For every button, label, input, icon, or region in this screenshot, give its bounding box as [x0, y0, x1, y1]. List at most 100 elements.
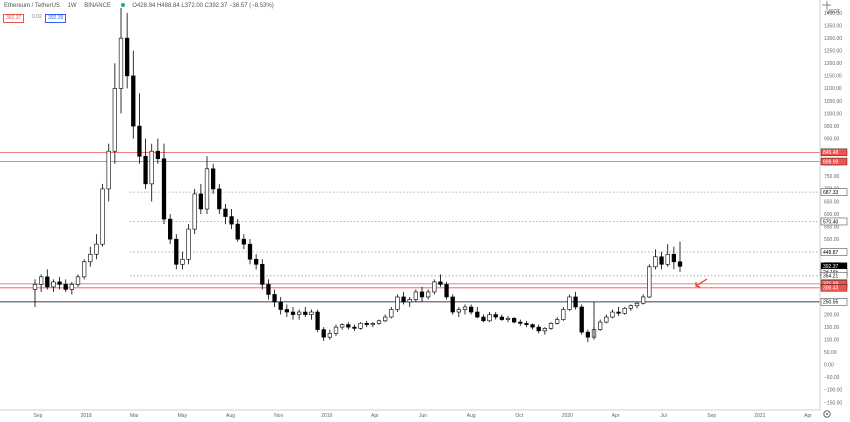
candle-body-74: [487, 314, 492, 322]
candle-body-27: [198, 193, 203, 210]
candle-body-52: [352, 326, 357, 329]
candle-body-30: [217, 188, 222, 210]
candle-body-54: [364, 323, 369, 325]
symbol-header: Ethereum / TetherUS 1W BINANCE O428.94 H…: [4, 3, 280, 9]
x-tick-label-1: 2018: [81, 413, 92, 419]
candlestick-series: [32, 8, 683, 343]
candle-body-12: [106, 150, 111, 190]
y-tick-label-24: 200.00: [824, 312, 840, 318]
candle-body-90: [585, 331, 590, 338]
x-tick-label-0: Sep: [34, 413, 43, 419]
buy-price-box[interactable]: 392.39: [45, 14, 67, 23]
candle-body-6: [69, 284, 74, 290]
candle-body-104: [671, 253, 676, 263]
candle-body-99: [640, 296, 646, 304]
arrow-annotation: [695, 278, 708, 288]
candle-body-28: [204, 168, 210, 210]
candle-body-10: [94, 243, 99, 255]
candle-body-14: [118, 37, 124, 89]
y-axis-ticks: 1400.00 1350.00 1300.00 1250.00 1200.00 1150.…: [824, 11, 842, 406]
candle-body-24: [180, 258, 185, 265]
level-label-0: 845.48: [823, 150, 839, 156]
candle-body-55: [370, 323, 375, 325]
x-tick-label-8: Jun: [419, 413, 427, 419]
candle-body-80: [524, 323, 529, 325]
candle-body-51: [346, 324, 351, 328]
candle-body-36: [254, 258, 259, 265]
candle-body-38: [266, 284, 271, 295]
y-tick-label-0: 1400.00: [824, 11, 842, 17]
candle-body-29: [211, 168, 216, 190]
candle-body-85: [554, 319, 560, 324]
candle-body-53: [358, 323, 363, 329]
candle-body-15: [125, 37, 130, 77]
candle-body-73: [481, 316, 486, 322]
candle-body-102: [659, 256, 664, 265]
candle-body-94: [610, 311, 615, 318]
level-label-box-7: [820, 272, 848, 280]
candle-body-49: [333, 326, 339, 334]
x-tick-label-9: Aug: [467, 413, 476, 419]
candle-body-81: [530, 324, 535, 328]
candle-body-58: [389, 309, 394, 318]
candle-body-18: [143, 155, 148, 185]
level-label-9: 306.43: [823, 286, 839, 292]
candle-body-34: [241, 238, 246, 245]
candle-body-7: [75, 276, 81, 285]
candle-body-59: [395, 296, 400, 310]
candle-body-25: [186, 228, 191, 260]
sell-price-box[interactable]: 392.37: [3, 14, 25, 23]
y-tick-label-9: 950.00: [824, 124, 840, 130]
timeframe[interactable]: 1W: [67, 3, 77, 9]
level-label-1: 808.99: [823, 159, 839, 165]
candle-body-21: [161, 158, 167, 220]
y-tick-label-28: 0.00: [824, 363, 834, 369]
x-tick-label-15: 2021: [754, 413, 765, 419]
y-tick-label-4: 1200.00: [824, 61, 842, 67]
candle-body-22: [168, 218, 173, 240]
y-tick-label-3: 1250.00: [824, 49, 842, 55]
candle-body-62: [413, 291, 418, 300]
level-label-box-0: [820, 148, 848, 157]
candle-body-98: [634, 302, 640, 307]
candle-body-63: [419, 291, 425, 298]
candle-body-96: [622, 307, 627, 314]
x-tick-label-5: Nov: [274, 413, 283, 419]
candle-body-23: [174, 238, 179, 265]
candle-body-77: [505, 318, 511, 320]
candle-body-103: [665, 253, 670, 265]
candle-body-75: [493, 314, 498, 318]
candle-body-11: [100, 188, 105, 245]
candle-body-89: [579, 306, 584, 333]
y-tick-label-18: 500.00: [824, 237, 840, 243]
candle-body-19: [149, 150, 154, 185]
candle-body-82: [536, 326, 541, 332]
crosshair-icon[interactable]: [822, 1, 831, 9]
candle-body-39: [272, 294, 277, 303]
x-tick-label-12: Apr: [612, 413, 620, 419]
candle-body-35: [247, 243, 253, 260]
x-tick-label-4: Aug: [226, 413, 235, 419]
candle-body-83: [542, 328, 547, 332]
candle-body-2: [45, 276, 50, 288]
candle-body-43: [296, 311, 302, 315]
candle-body-70: [462, 306, 468, 310]
candle-body-4: [57, 281, 62, 285]
candle-body-68: [450, 296, 455, 313]
candle-body-16: [131, 75, 136, 127]
candle-body-32: [229, 216, 234, 225]
candle-body-84: [548, 323, 554, 329]
candle-body-50: [339, 324, 345, 328]
candle-body-78: [511, 318, 517, 323]
candle-body-8: [82, 261, 87, 278]
candle-body-31: [223, 208, 228, 217]
spread-value: 0.02: [32, 14, 42, 20]
y-tick-label-8: 1000.00: [824, 111, 842, 117]
candle-body-37: [260, 263, 265, 285]
symbol-name[interactable]: Ethereum / TetherUS: [4, 3, 60, 9]
x-tick-label-7: Apr: [371, 413, 379, 419]
candle-body-97: [628, 305, 633, 309]
settings-gear-icon[interactable]: [823, 410, 831, 418]
level-label-box-3: [820, 217, 848, 226]
